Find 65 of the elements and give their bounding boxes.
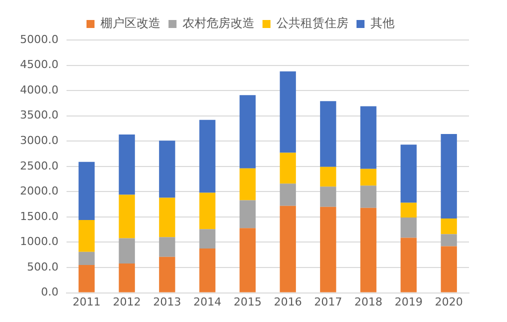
bar bbox=[440, 218, 457, 234]
y-tick-label: 2000.0 bbox=[20, 184, 58, 198]
x-tick-label: 2018 bbox=[354, 295, 382, 308]
bar bbox=[118, 263, 135, 292]
y-tick-label: 4500.0 bbox=[20, 58, 58, 72]
y-tick-label: 3000.0 bbox=[20, 134, 58, 147]
y-tick-label: 1500.0 bbox=[20, 210, 58, 223]
bar bbox=[240, 228, 256, 292]
x-tick-label: 2014 bbox=[193, 295, 222, 308]
bar bbox=[320, 101, 336, 167]
bar bbox=[440, 134, 457, 218]
bar bbox=[199, 248, 216, 292]
legend-label: 棚户区改造 bbox=[100, 16, 160, 30]
bar bbox=[159, 256, 176, 292]
bar bbox=[78, 264, 95, 292]
bar bbox=[159, 198, 176, 238]
y-tick-label: 2500.0 bbox=[20, 159, 58, 172]
bar bbox=[360, 186, 376, 208]
x-tick-label: 2015 bbox=[234, 295, 262, 308]
y-tick-label: 4000.0 bbox=[20, 83, 58, 96]
bar bbox=[360, 106, 376, 169]
bar bbox=[400, 202, 417, 218]
bar bbox=[440, 246, 457, 292]
y-tick-label: 500.0 bbox=[26, 260, 58, 274]
x-tick-label: 2013 bbox=[153, 295, 182, 308]
bar bbox=[159, 237, 176, 257]
bar bbox=[320, 166, 336, 187]
x-tick-label: 2019 bbox=[394, 295, 423, 308]
y-tick-label: 5000.0 bbox=[20, 32, 58, 46]
bar bbox=[360, 208, 376, 292]
x-tick-label: 2020 bbox=[434, 295, 463, 308]
y-tick-label: 3500.0 bbox=[20, 108, 58, 122]
y-tick-label: 1000.0 bbox=[20, 235, 58, 248]
x-tick-label: 2011 bbox=[72, 295, 101, 308]
bar bbox=[159, 140, 176, 198]
bar bbox=[118, 238, 135, 264]
bar bbox=[199, 192, 216, 230]
bar bbox=[240, 95, 256, 168]
bar bbox=[440, 234, 457, 246]
bar bbox=[280, 71, 296, 153]
bar bbox=[118, 134, 135, 195]
bar bbox=[280, 152, 296, 184]
bar bbox=[400, 238, 417, 292]
legend-label: 农村危房改造 bbox=[182, 16, 254, 30]
bar bbox=[280, 206, 296, 292]
x-tick-label: 2017 bbox=[314, 295, 342, 308]
bar bbox=[240, 200, 256, 228]
bar bbox=[280, 184, 296, 206]
legend-label: 其他 bbox=[370, 16, 394, 30]
bar bbox=[320, 186, 336, 207]
bar bbox=[320, 206, 336, 292]
bar bbox=[199, 229, 216, 249]
x-tick-label: 2016 bbox=[274, 295, 302, 308]
bar bbox=[78, 162, 95, 220]
bar bbox=[240, 168, 256, 200]
bar bbox=[78, 252, 95, 265]
bar bbox=[400, 217, 417, 238]
x-tick-label: 2012 bbox=[112, 295, 141, 308]
legend-label: 公共租赁住房 bbox=[276, 16, 348, 30]
bar bbox=[199, 120, 216, 193]
bar bbox=[78, 220, 95, 252]
y-tick-label: 0.0 bbox=[40, 286, 58, 299]
bar bbox=[118, 194, 135, 238]
bar bbox=[400, 144, 417, 203]
bar bbox=[360, 168, 376, 186]
